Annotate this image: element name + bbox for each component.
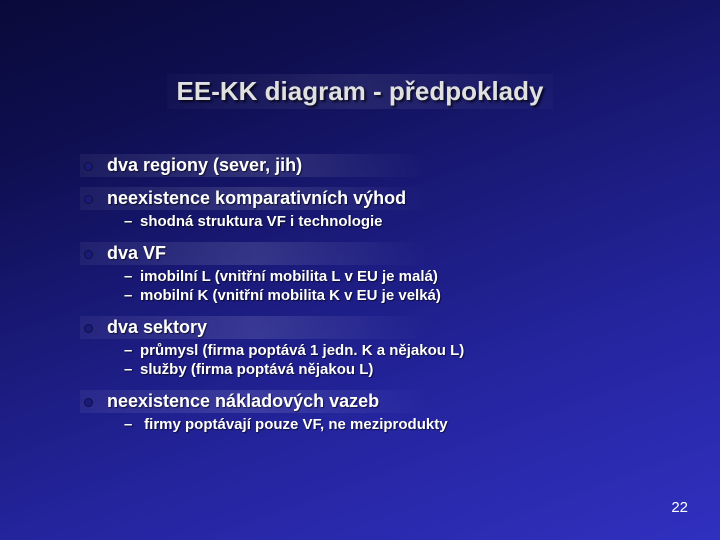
sub-item: –služby (firma poptává nějakou L) [124, 360, 660, 380]
dash-icon: – [124, 341, 140, 361]
sub-text: služby (firma poptává nějakou L) [140, 361, 373, 378]
item-text: neexistence nákladových vazeb [107, 391, 379, 412]
sub-list: – firmy poptávají pouze VF, ne meziprodu… [124, 415, 660, 435]
bullet-row: neexistence komparativních výhod [80, 187, 660, 210]
bullet-icon [84, 250, 93, 259]
bullet-row: dva sektory [80, 316, 660, 339]
sub-list: –průmysl (firma poptává 1 jedn. K a něja… [124, 341, 660, 380]
item-text: neexistence komparativních výhod [107, 188, 406, 209]
sub-text: průmysl (firma poptává 1 jedn. K a nějak… [140, 342, 464, 359]
list-item: dva regiony (sever, jih) [80, 154, 660, 177]
dash-icon: – [124, 267, 140, 287]
sub-text: mobilní K (vnitřní mobilita K v EU je ve… [140, 287, 441, 304]
bullet-icon [84, 398, 93, 407]
item-text: dva sektory [107, 317, 207, 338]
list-item: dva VF –imobilní L (vnitřní mobilita L v… [80, 242, 660, 306]
dash-icon: – [124, 360, 140, 380]
bullet-row: dva regiony (sever, jih) [80, 154, 660, 177]
title-container: EE-KK diagram - předpoklady [0, 74, 720, 109]
bullet-icon [84, 195, 93, 204]
sub-text: imobilní L (vnitřní mobilita L v EU je m… [140, 268, 438, 285]
sub-text: shodná struktura VF i technologie [140, 213, 383, 230]
item-text: dva regiony (sever, jih) [107, 155, 302, 176]
slide-title: EE-KK diagram - předpoklady [167, 74, 554, 109]
sub-item: –mobilní K (vnitřní mobilita K v EU je v… [124, 286, 660, 306]
dash-icon: – [124, 212, 140, 232]
bullet-row: neexistence nákladových vazeb [80, 390, 660, 413]
sub-item: –shodná struktura VF i technologie [124, 212, 660, 232]
sub-list: –shodná struktura VF i technologie [124, 212, 660, 232]
sub-item: –imobilní L (vnitřní mobilita L v EU je … [124, 267, 660, 287]
dash-icon: – [124, 415, 140, 435]
dash-icon: – [124, 286, 140, 306]
slide: EE-KK diagram - předpoklady dva regiony … [0, 0, 720, 540]
list-item: dva sektory –průmysl (firma poptává 1 je… [80, 316, 660, 380]
bullet-icon [84, 324, 93, 333]
bullet-row: dva VF [80, 242, 660, 265]
list-item: neexistence nákladových vazeb – firmy po… [80, 390, 660, 435]
list-item: neexistence komparativních výhod –shodná… [80, 187, 660, 232]
page-number: 22 [671, 499, 688, 516]
sub-item: – firmy poptávají pouze VF, ne meziprodu… [124, 415, 660, 435]
sub-list: –imobilní L (vnitřní mobilita L v EU je … [124, 267, 660, 306]
sub-text: firmy poptávají pouze VF, ne meziprodukt… [140, 416, 448, 433]
item-text: dva VF [107, 243, 166, 264]
sub-item: –průmysl (firma poptává 1 jedn. K a něja… [124, 341, 660, 361]
bullet-icon [84, 162, 93, 171]
content-list: dva regiony (sever, jih) neexistence kom… [80, 154, 660, 444]
